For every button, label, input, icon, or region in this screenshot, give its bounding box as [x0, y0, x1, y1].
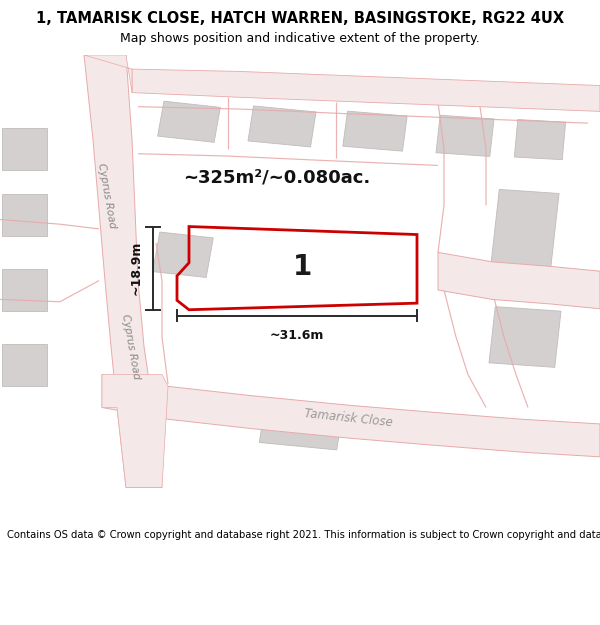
Text: Tamarisk Close: Tamarisk Close	[303, 407, 393, 429]
Text: ~31.6m: ~31.6m	[270, 329, 324, 342]
Bar	[1, 194, 47, 236]
Text: 1: 1	[293, 254, 313, 281]
Bar	[1, 128, 47, 170]
Bar	[158, 101, 220, 142]
Text: ~18.9m: ~18.9m	[129, 241, 142, 296]
Bar	[1, 344, 47, 386]
Text: Cyprus Road: Cyprus Road	[96, 162, 118, 229]
Bar	[248, 106, 316, 147]
Polygon shape	[84, 55, 162, 488]
Bar	[514, 119, 566, 159]
Text: 1, TAMARISK CLOSE, HATCH WARREN, BASINGSTOKE, RG22 4UX: 1, TAMARISK CLOSE, HATCH WARREN, BASINGS…	[36, 11, 564, 26]
Text: Map shows position and indicative extent of the property.: Map shows position and indicative extent…	[120, 32, 480, 45]
Text: Cyprus Road: Cyprus Road	[120, 313, 142, 380]
Text: ~325m²/~0.080ac.: ~325m²/~0.080ac.	[183, 168, 370, 186]
Bar	[259, 417, 341, 450]
Polygon shape	[438, 253, 600, 309]
Polygon shape	[102, 374, 168, 488]
Polygon shape	[84, 55, 132, 92]
Bar	[491, 189, 559, 268]
Polygon shape	[102, 374, 600, 457]
Bar	[489, 307, 561, 368]
Bar	[153, 232, 213, 278]
Bar	[343, 111, 407, 151]
Bar	[436, 115, 494, 156]
Bar	[1, 269, 47, 311]
Text: Contains OS data © Crown copyright and database right 2021. This information is : Contains OS data © Crown copyright and d…	[7, 531, 600, 541]
Polygon shape	[132, 69, 600, 111]
